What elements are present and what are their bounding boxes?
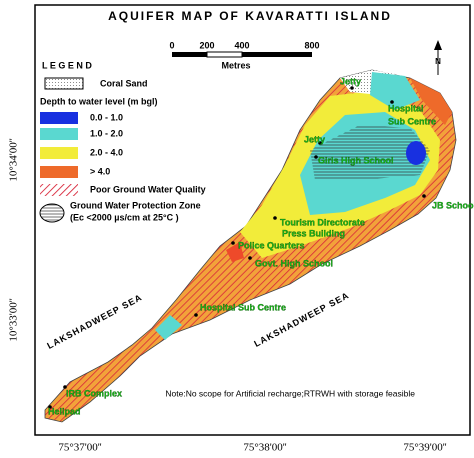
latitude-label: 10°33'00'' (8, 298, 20, 341)
place-marker (422, 194, 426, 198)
scale-unit: Metres (221, 60, 250, 70)
note: Note:No scope for Artificial recharge;RT… (165, 388, 415, 398)
place-marker (248, 256, 252, 260)
legend-label: (Ec <2000 µs/cm at 25°C ) (70, 212, 179, 222)
scale-tick: 800 (304, 40, 319, 50)
north-label: N (435, 57, 441, 66)
longitude-label: 75°39'00'' (403, 442, 446, 454)
legend-label: Ground Water Protection Zone (70, 200, 201, 210)
latitude-label: 10°34'00'' (8, 138, 20, 181)
place-label: Hospital (388, 103, 424, 113)
legend-label: Coral Sand (100, 78, 148, 88)
place-marker (194, 313, 198, 317)
place-label: Jetty (340, 76, 361, 86)
place-marker (314, 155, 318, 159)
place-marker (63, 385, 67, 389)
place-label: JB School (432, 200, 474, 210)
place-label: Sub Centre (388, 116, 436, 126)
legend-label: 0.0 - 1.0 (90, 112, 123, 122)
north-arrow (434, 40, 442, 75)
legend-label: 1.0 - 2.0 (90, 128, 123, 138)
place-label: Helipad (48, 406, 81, 416)
scale-bar (172, 51, 312, 58)
legend-label: > 4.0 (90, 166, 110, 176)
map-title: AQUIFER MAP OF KAVARATTI ISLAND (108, 9, 392, 23)
scale-tick: 200 (199, 40, 214, 50)
place-label: Tourism Directorate (280, 217, 365, 227)
place-label: Girls High School (318, 155, 394, 165)
scale-tick: 0 (169, 40, 174, 50)
place-marker (273, 216, 277, 220)
place-label: Press Building (282, 228, 345, 238)
place-label: Govt. High School (255, 258, 333, 268)
legend-title: L E G E N D (42, 60, 92, 70)
legend-swatches (39, 77, 84, 223)
legend-label: Poor Ground Water Quality (90, 184, 206, 194)
place-marker (231, 241, 235, 245)
place-label: Jetty (304, 134, 325, 144)
longitude-label: 75°37'00'' (58, 442, 101, 454)
place-marker (350, 86, 354, 90)
place-label: Police Quarters (238, 240, 305, 250)
place-marker (390, 100, 394, 104)
place-marker (318, 141, 322, 145)
scale-tick: 400 (234, 40, 249, 50)
place-label: Hospital Sub Centre (200, 302, 286, 312)
island (44, 69, 457, 423)
legend-subtitle: Depth to water level (m bgl) (40, 96, 158, 106)
longitude-label: 75°38'00'' (243, 442, 286, 454)
legend-label: 2.0 - 4.0 (90, 147, 123, 157)
place-marker (48, 405, 52, 409)
place-label: IRB Complex (66, 388, 122, 398)
